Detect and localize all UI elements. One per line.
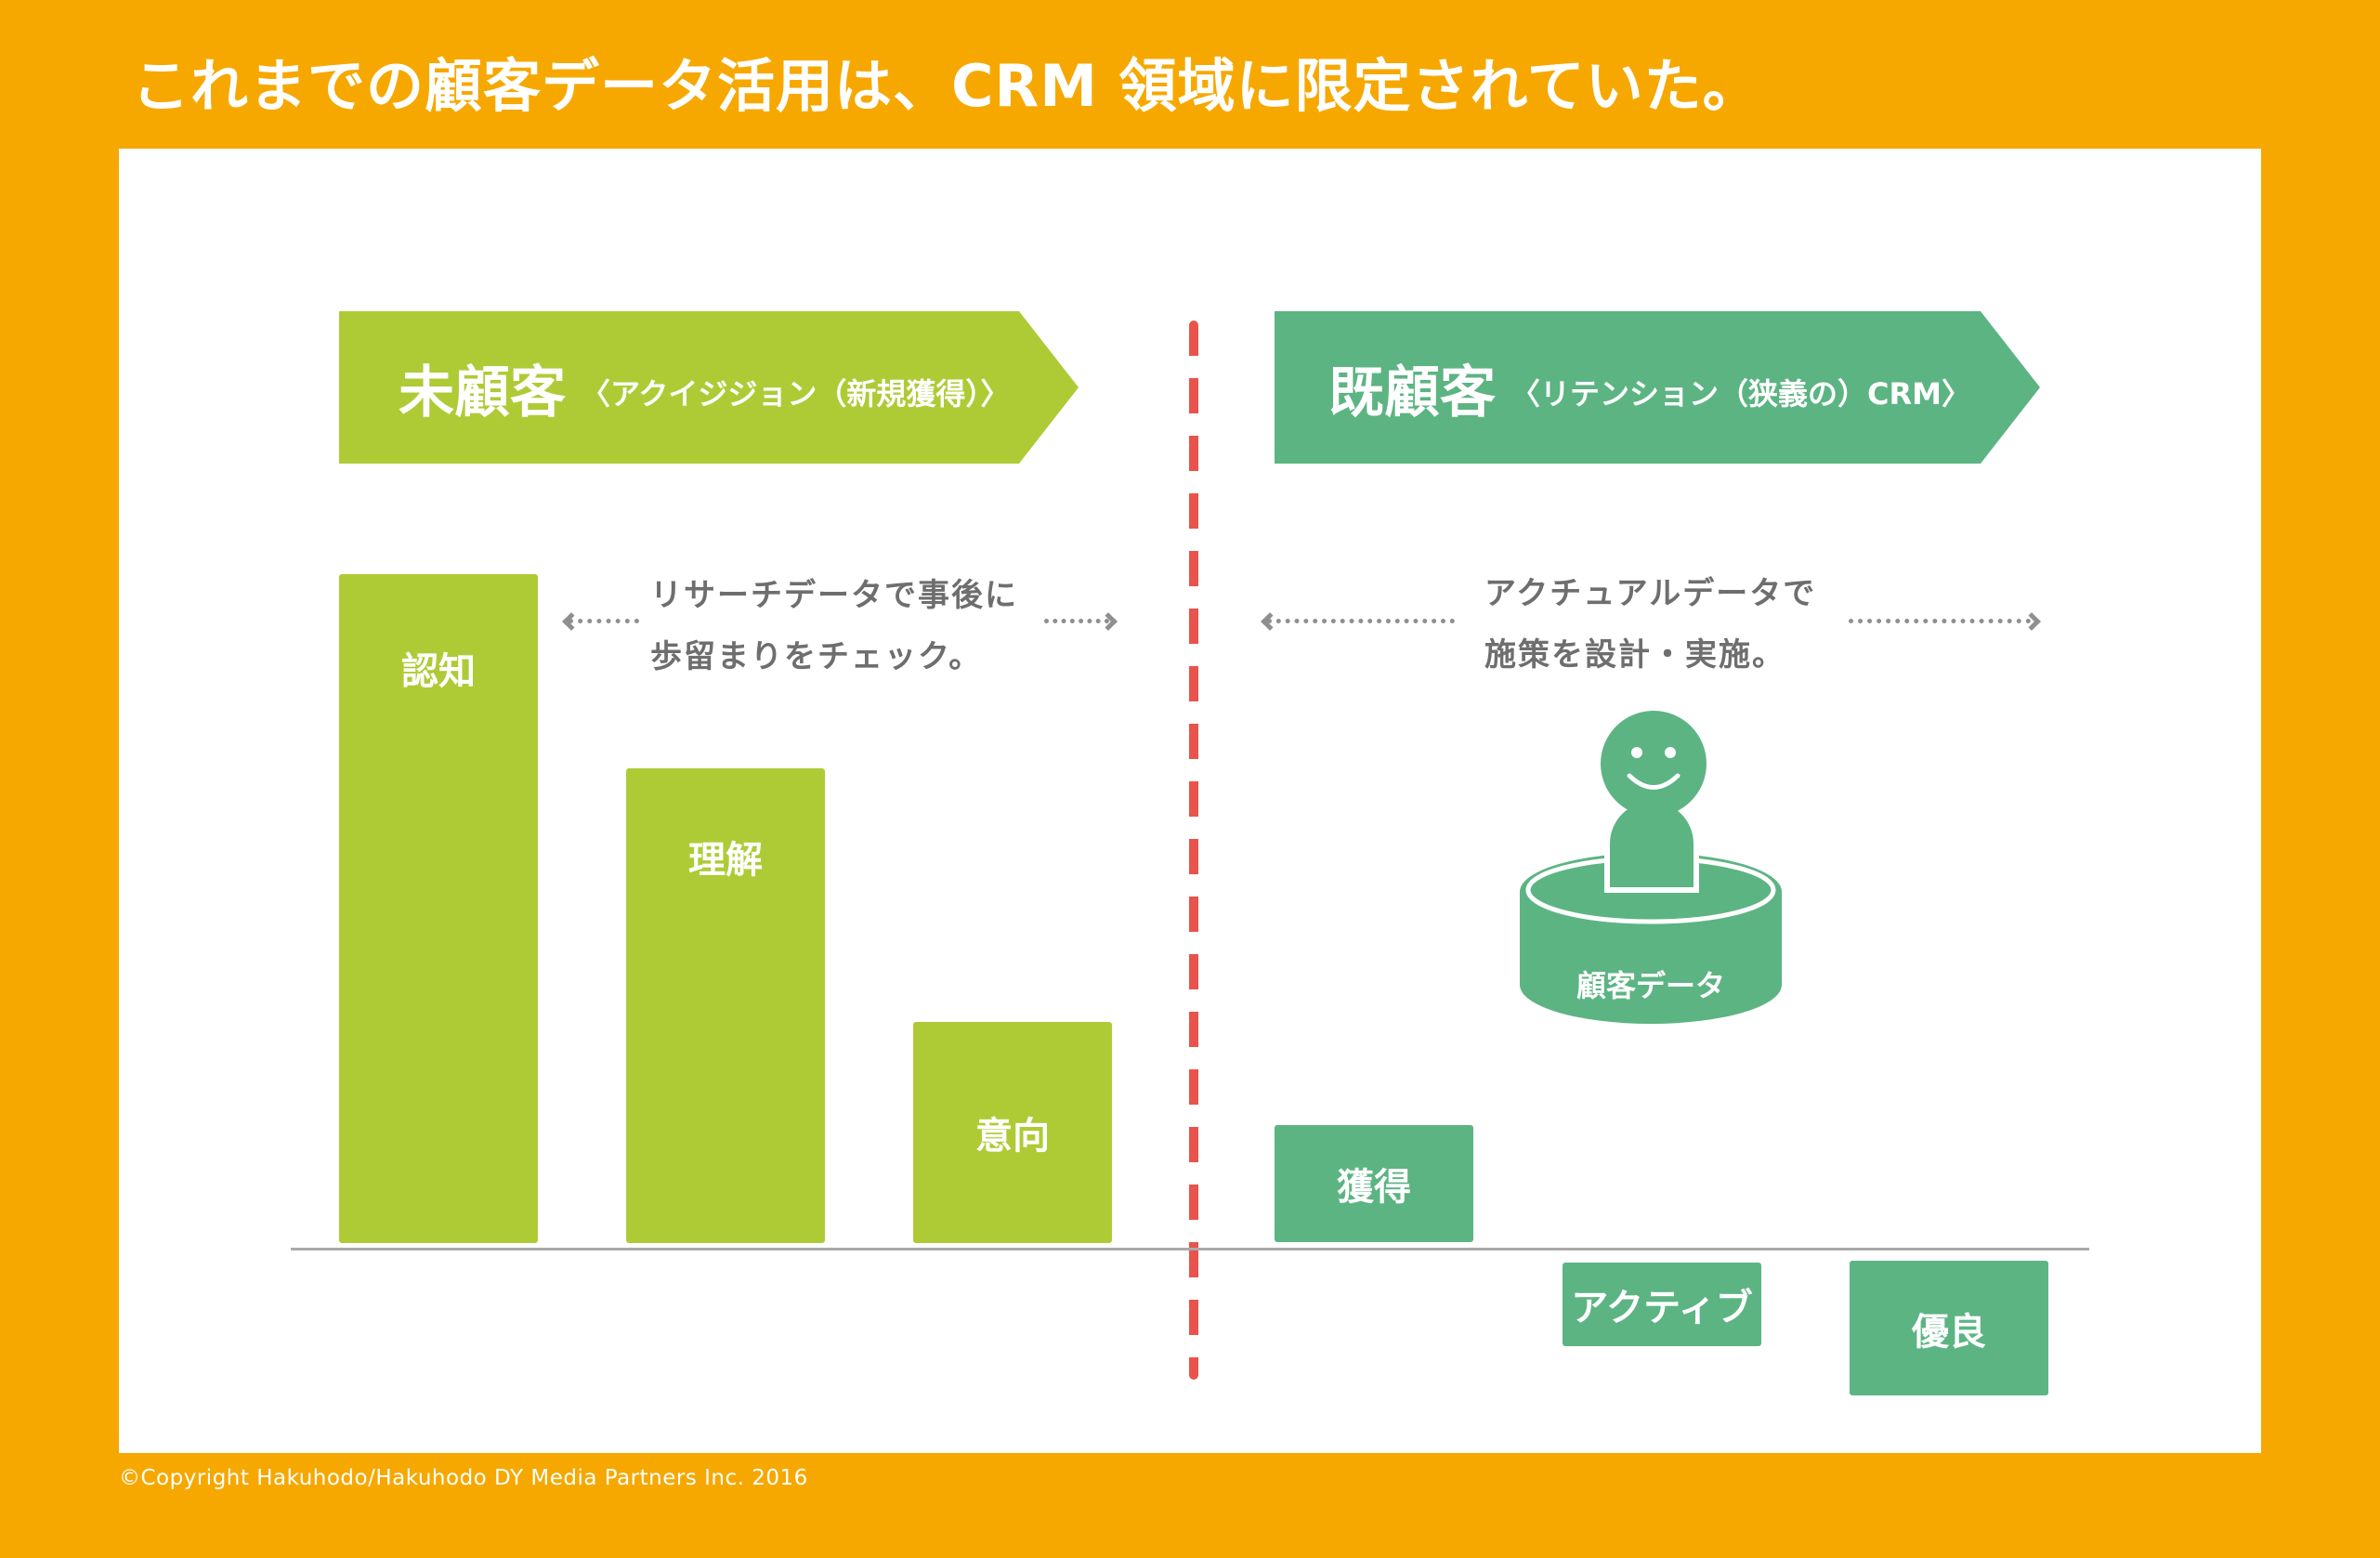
left-note: リサーチデータで事後に 歩留まりをチェック。 [650, 565, 1018, 687]
customer-database-label: 顧客データ [1576, 968, 1725, 1003]
page-title: これまでの顧客データ活用は、CRM 領域に限定されていた。 [132, 52, 1761, 120]
left-note-dotted-left [569, 619, 639, 623]
banner-non-customer-subtitle: 〈アクイジジョン（新規獲得）〉 [581, 376, 1011, 412]
banner-non-customer: 未顧客 〈アクイジジョン（新規獲得）〉 [339, 311, 1079, 464]
left-note-line2: 歩留まりをチェック。 [650, 638, 983, 675]
banner-non-customer-title: 未顧客 [399, 360, 566, 426]
bar-awareness: 認知 [339, 574, 538, 1243]
box-loyal-label: 優良 [1912, 1310, 1986, 1354]
baseline [291, 1248, 2089, 1250]
left-note-line1: リサーチデータで事後に [650, 577, 1018, 614]
box-acquisition-label: 獲得 [1337, 1166, 1411, 1209]
left-note-dotted-right [1044, 619, 1109, 623]
banner-existing-customer-title: 既顧客 [1328, 360, 1496, 426]
right-note-dotted-left [1267, 619, 1455, 623]
bar-understanding-label: 理解 [688, 839, 763, 882]
customer-database-icon [1520, 711, 1782, 1024]
box-loyal: 優良 [1850, 1261, 2048, 1395]
copyright: ©Copyright Hakuhodo/Hakuhodo DY Media Pa… [119, 1466, 808, 1490]
box-acquisition: 獲得 [1275, 1125, 1473, 1242]
bar-understanding: 理解 [626, 768, 825, 1243]
right-note-line1: アクチュアルデータで [1484, 575, 1817, 612]
box-active-label: アクティブ [1571, 1287, 1753, 1329]
bar-intention-label: 意向 [975, 1115, 1050, 1158]
right-note: アクチュアルデータで 施策を設計・実施。 [1484, 563, 1816, 686]
banner-existing-customer-subtitle: 〈リテンション（狭義の）CRM〉 [1510, 376, 1971, 412]
right-note-dotted-right [1849, 619, 2031, 623]
box-active: アクティブ [1563, 1263, 1761, 1346]
bar-awareness-label: 認知 [401, 650, 476, 693]
bar-intention: 意向 [913, 1022, 1112, 1243]
right-note-line2: 施策を設計・実施。 [1484, 636, 1785, 674]
banner-existing-customer: 既顧客 〈リテンション（狭義の）CRM〉 [1275, 311, 2040, 464]
divider-line [1189, 321, 1198, 1380]
